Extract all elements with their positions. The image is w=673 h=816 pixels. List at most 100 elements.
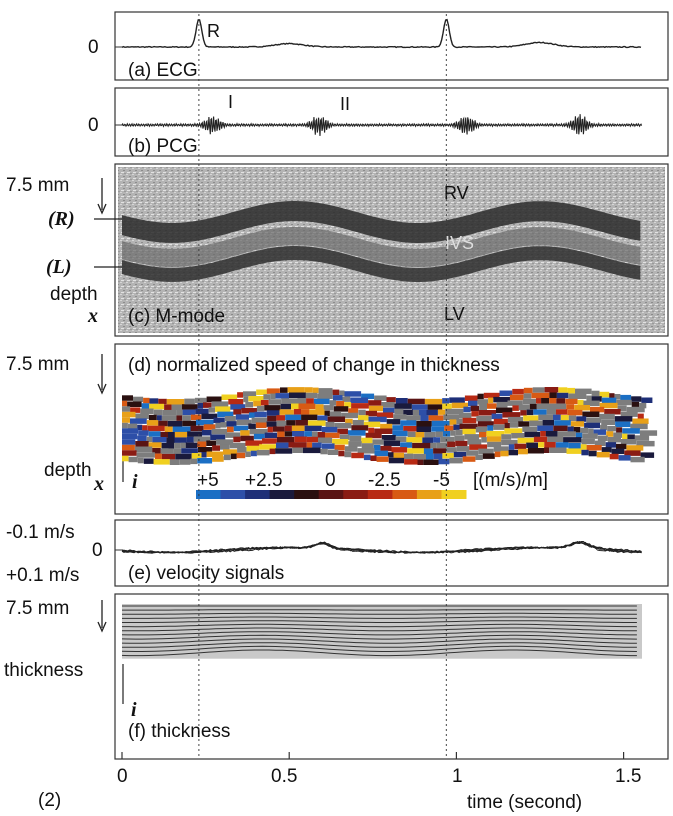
speed-cell: [433, 448, 446, 454]
x-axis-label: time (second): [467, 792, 582, 813]
speed-cell: [341, 412, 358, 419]
speed-cell: [547, 436, 564, 442]
speed-cell: [169, 459, 180, 465]
speed-cell: [206, 440, 216, 446]
speed-cell: [168, 432, 175, 438]
speed-cell: [143, 458, 154, 464]
speed-cell: [622, 428, 640, 434]
figure-label: (2): [38, 790, 61, 811]
speed-cell: [233, 409, 242, 415]
speed-cell: [176, 415, 183, 421]
speed-cell: [321, 443, 335, 449]
speed-cell: [332, 439, 349, 445]
speed-cell: [400, 420, 417, 426]
speed-x-symbol: x: [93, 473, 104, 495]
speed-cell: [544, 387, 559, 393]
speed-cell: [553, 403, 567, 410]
speed-cell: [127, 401, 142, 407]
speed-cell: [618, 455, 631, 461]
speed-cell: [420, 415, 429, 421]
pcg-frame: [114, 87, 669, 157]
speed-cell: [127, 423, 138, 430]
speed-cell: [317, 393, 333, 399]
speed-cell: [212, 456, 224, 462]
speed-cell: [493, 418, 508, 425]
speed-cell: [245, 451, 251, 457]
thickness-panel-label: (f) thickness: [128, 721, 230, 742]
speed-cell: [466, 450, 479, 456]
speed-cell: [197, 458, 213, 464]
speed-cell: [479, 432, 487, 438]
speed-cell: [386, 419, 401, 425]
speed-cell: [517, 437, 534, 444]
speed-cell: [350, 397, 369, 403]
speed-cell: [471, 411, 479, 417]
speed-cell: [224, 416, 236, 422]
speed-cell: [363, 421, 381, 428]
colorbar-swatch: [318, 490, 344, 499]
speed-cell: [180, 442, 186, 449]
speed-cell: [287, 387, 305, 393]
speed-cell: [184, 398, 195, 405]
speed-cell: [395, 436, 407, 442]
speed-cell: [376, 456, 389, 462]
speed-cell: [475, 454, 483, 460]
speed-cell: [523, 393, 532, 399]
speed-cell: [478, 410, 496, 416]
thickness-frame: [114, 593, 669, 760]
speed-cell: [600, 424, 608, 431]
speed-cell: [529, 420, 543, 426]
speed-cell: [622, 433, 628, 440]
speed-cell: [128, 456, 138, 463]
speed-cell: [493, 396, 510, 403]
speed-cell: [168, 443, 175, 449]
speed-cell: [122, 428, 139, 434]
speed-cell: [563, 437, 582, 443]
speed-cell: [275, 448, 293, 454]
speed-cell: [406, 415, 421, 421]
speed-cell: [613, 432, 623, 438]
speed-cell: [430, 442, 437, 449]
x-tick-label-05: 0.5: [271, 766, 297, 787]
speed-cell: [325, 432, 340, 439]
speed-cell: [582, 433, 598, 439]
speed-cell: [486, 430, 505, 437]
speed-cell: [243, 391, 257, 397]
speed-cell: [501, 439, 518, 446]
mmode-depth-arrowhead: [97, 203, 107, 215]
speed-cell: [143, 397, 150, 404]
pcg-sound2-label: II: [340, 94, 350, 114]
speed-cell: [153, 409, 163, 416]
mmode-l-marker: (L): [46, 256, 72, 278]
speed-cell: [504, 422, 510, 429]
speed-cell: [220, 444, 230, 450]
thickness-depth-arrowhead: [97, 621, 107, 633]
speed-cell: [454, 435, 465, 441]
speed-cell: [133, 396, 144, 403]
speed-cell: [413, 453, 427, 460]
speed-cell: [549, 447, 567, 453]
speed-cell: [137, 424, 143, 431]
speed-cell: [344, 391, 362, 397]
speed-cell: [631, 396, 642, 402]
speed-cell: [477, 421, 494, 427]
speed-cell: [351, 452, 364, 459]
speed-cell: [423, 459, 439, 465]
speed-cell: [286, 420, 296, 426]
speed-cell: [304, 431, 312, 437]
speed-cell: [577, 399, 584, 406]
speed-cell: [175, 453, 192, 460]
speed-cell: [388, 452, 394, 458]
speed-cell: [416, 421, 432, 427]
speed-cell: [368, 400, 382, 406]
speed-cell: [518, 421, 530, 427]
speed-cell: [586, 445, 602, 451]
speed-cell: [368, 405, 383, 412]
speed-cell: [339, 434, 350, 440]
speed-cell: [365, 432, 382, 439]
colorbar-tick-2: +2.5: [245, 470, 283, 491]
speed-cell: [225, 432, 241, 438]
speed-cell: [256, 405, 265, 412]
speed-cell: [481, 437, 487, 443]
velocity-trace: [121, 542, 642, 554]
